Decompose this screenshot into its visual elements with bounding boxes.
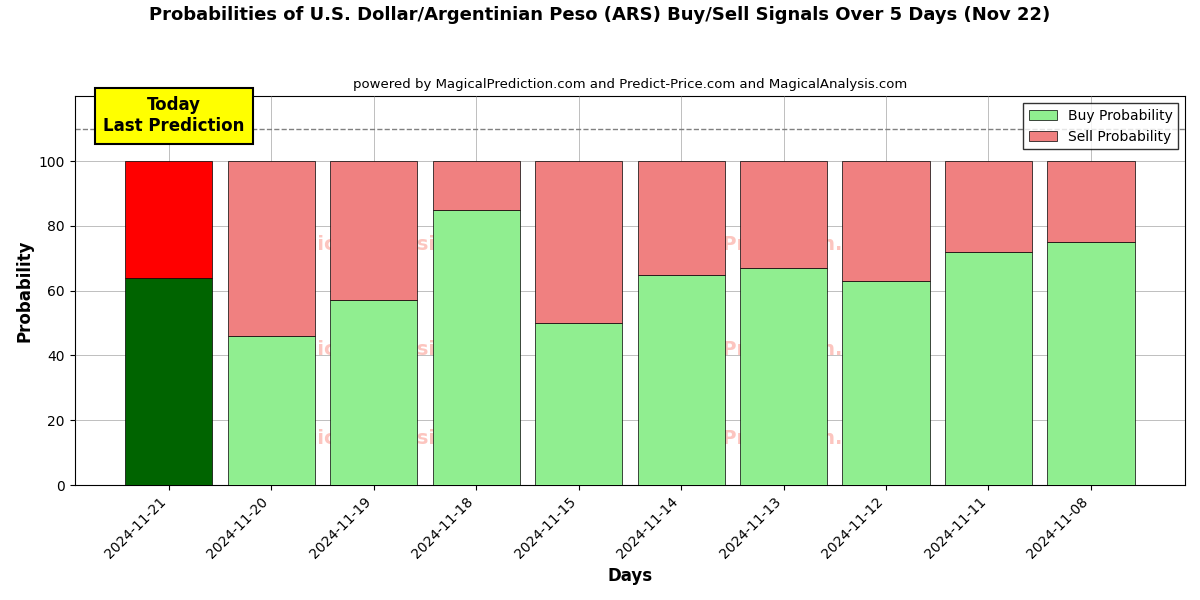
Bar [125,161,212,278]
Bar [842,161,930,281]
Bar [535,323,622,485]
Bar [740,161,827,268]
Text: Today
Last Prediction: Today Last Prediction [103,97,245,135]
Text: Probabilities of U.S. Dollar/Argentinian Peso (ARS) Buy/Sell Signals Over 5 Days: Probabilities of U.S. Dollar/Argentinian… [149,6,1051,24]
Text: MagicalAnalysis.com: MagicalAnalysis.com [271,235,499,254]
Bar [637,161,725,275]
Bar [535,161,622,323]
Bar [740,268,827,485]
Bar [228,336,314,485]
Bar [1048,242,1134,485]
Bar [330,301,418,485]
Title: powered by MagicalPrediction.com and Predict-Price.com and MagicalAnalysis.com: powered by MagicalPrediction.com and Pre… [353,78,907,91]
Bar [432,161,520,210]
Text: MagicalPrediction.com: MagicalPrediction.com [638,235,888,254]
Text: MagicalPrediction.com: MagicalPrediction.com [638,429,888,448]
Text: MagicalPrediction.com: MagicalPrediction.com [638,340,888,359]
Bar [944,252,1032,485]
Bar [637,275,725,485]
Bar [1048,161,1134,242]
Bar [228,161,314,336]
Bar [432,210,520,485]
Legend: Buy Probability, Sell Probability: Buy Probability, Sell Probability [1024,103,1178,149]
Bar [330,161,418,301]
Y-axis label: Probability: Probability [16,239,34,342]
X-axis label: Days: Days [607,567,653,585]
Text: MagicalAnalysis.com: MagicalAnalysis.com [271,429,499,448]
Text: MagicalAnalysis.com: MagicalAnalysis.com [271,340,499,359]
Bar [125,278,212,485]
Bar [944,161,1032,252]
Bar [842,281,930,485]
